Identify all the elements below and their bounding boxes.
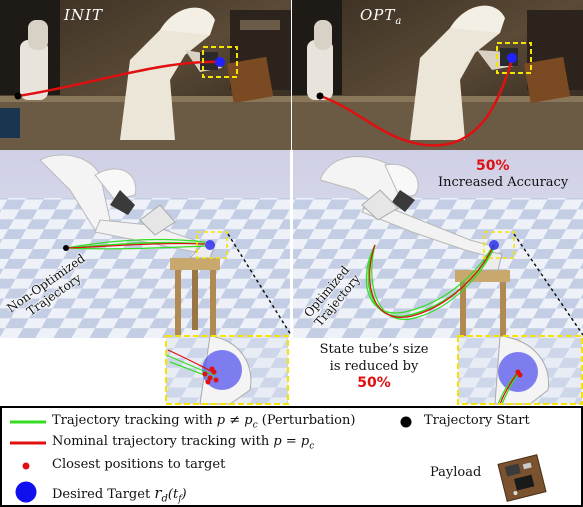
state-tube-text: State tube’s size is reduced by 50% <box>319 342 429 391</box>
target-highlight-box <box>496 42 532 74</box>
nominal-trajectory-init <box>17 60 221 98</box>
legend-payload-text: Payload <box>430 465 482 480</box>
nominal-trajectory-opt <box>319 59 514 147</box>
legend-red-line <box>10 441 46 445</box>
panel-label-opt: OPTa <box>360 6 403 27</box>
trajectory-start-dot <box>14 92 22 100</box>
legend-red-dot <box>22 462 30 470</box>
zoom-inset-right <box>457 335 583 405</box>
legend-start-text: Trajectory Start <box>424 413 530 428</box>
accuracy-text: Increased Accuracy <box>438 175 569 190</box>
legend-dot-text: Closest positions to target <box>52 457 226 472</box>
legend-target-text: Desired Target rd(tf) <box>52 484 187 505</box>
target-dot <box>215 57 225 67</box>
photo-panel-init: INIT <box>0 0 291 150</box>
legend: Trajectory tracking with p ≠ pc (Perturb… <box>0 406 583 507</box>
target-dot <box>507 53 517 63</box>
legend-red-text: Nominal trajectory tracking with p = pc <box>52 434 315 452</box>
photo-panel-opt: OPTa <box>292 0 583 150</box>
target-highlight-box <box>202 46 238 78</box>
simulation-panel: 50% Increased Accuracy Non-Optimized Tra… <box>0 150 583 406</box>
legend-start-dot <box>400 416 412 428</box>
panel-label-init: INIT <box>64 6 103 24</box>
zoom-inset-left <box>165 335 289 405</box>
legend-target-circle <box>15 481 37 503</box>
legend-green-text: Trajectory tracking with p ≠ pc (Perturb… <box>52 413 356 431</box>
trajectory-start-dot <box>316 92 324 100</box>
accuracy-percent: 50% <box>476 158 510 174</box>
payload-icon <box>497 454 547 502</box>
legend-green-line <box>10 420 46 424</box>
